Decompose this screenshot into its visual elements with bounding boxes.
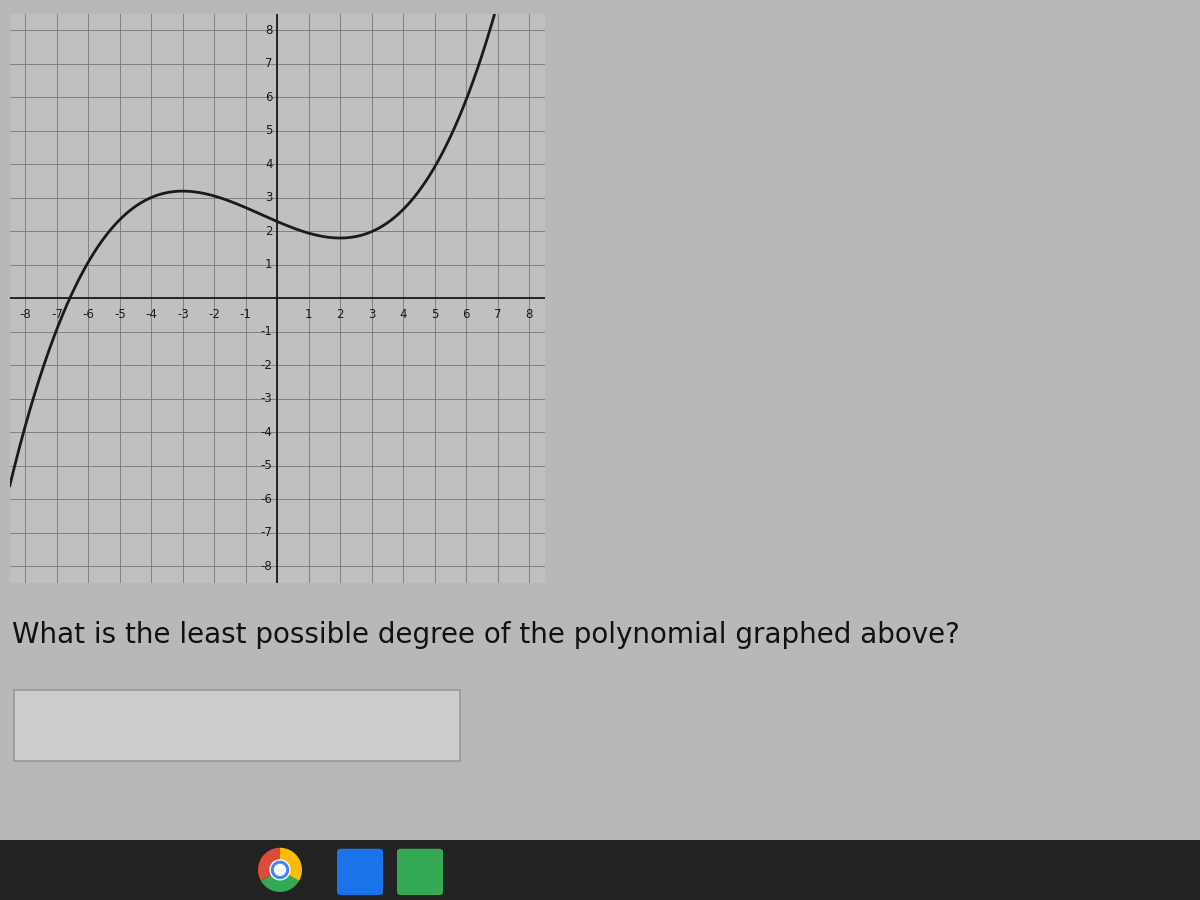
Text: 2: 2 [265,225,272,238]
Text: -7: -7 [260,526,272,539]
Text: -6: -6 [83,309,95,321]
Text: 8: 8 [526,309,533,321]
Text: 5: 5 [265,124,272,138]
Wedge shape [258,848,280,881]
Text: -4: -4 [260,426,272,439]
Circle shape [270,860,290,880]
Text: 2: 2 [336,309,344,321]
Text: 6: 6 [265,91,272,104]
Wedge shape [280,848,302,881]
Text: -2: -2 [260,359,272,372]
Text: -7: -7 [50,309,62,321]
Text: 7: 7 [494,309,502,321]
Circle shape [274,864,286,876]
Text: -8: -8 [19,309,31,321]
Text: 5: 5 [431,309,438,321]
Text: -6: -6 [260,493,272,506]
Text: -4: -4 [145,309,157,321]
Text: 1: 1 [305,309,312,321]
Text: -5: -5 [260,459,272,472]
Text: 3: 3 [265,192,272,204]
Text: 3: 3 [368,309,376,321]
Text: -8: -8 [260,560,272,573]
Wedge shape [260,869,299,892]
Text: 6: 6 [462,309,470,321]
Text: 4: 4 [400,309,407,321]
Text: 4: 4 [265,158,272,171]
FancyBboxPatch shape [397,849,443,895]
Text: -1: -1 [240,309,252,321]
Text: 8: 8 [265,23,272,37]
Text: -5: -5 [114,309,126,321]
Text: -3: -3 [176,309,188,321]
FancyBboxPatch shape [337,849,383,895]
Text: What is the least possible degree of the polynomial graphed above?: What is the least possible degree of the… [12,621,960,649]
Text: 1: 1 [265,258,272,271]
Text: 7: 7 [265,58,272,70]
Text: -2: -2 [209,309,220,321]
Text: -3: -3 [260,392,272,405]
Text: -1: -1 [260,326,272,338]
